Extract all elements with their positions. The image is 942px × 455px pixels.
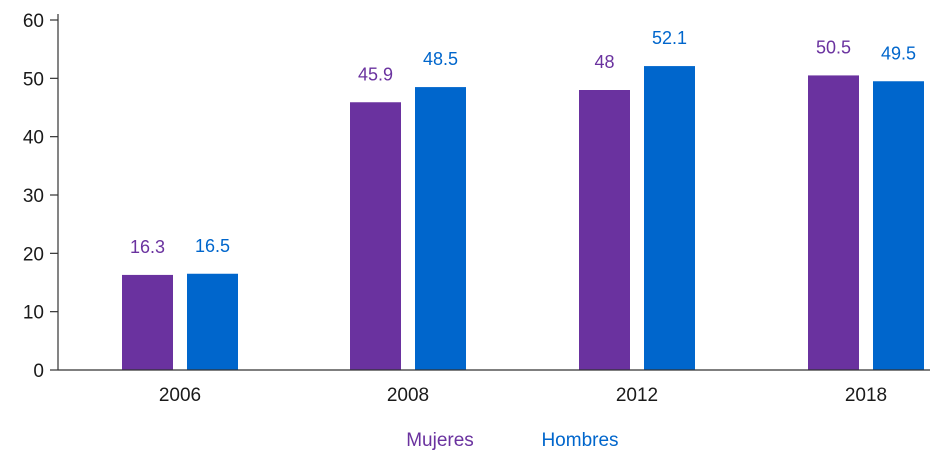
y-tick-label: 30: [23, 186, 44, 207]
legend-label-hombres: Hombres: [541, 430, 618, 450]
bar-hombres-2018: [873, 81, 924, 370]
data-label-hombres-2018: 49.5: [881, 43, 916, 63]
data-label-mujeres-2018: 50.5: [816, 37, 851, 57]
bar-mujeres-2018: [808, 75, 859, 371]
x-tick-label-2018: 2018: [845, 385, 887, 406]
bars: [122, 66, 924, 371]
data-label-mujeres-2012: 48: [594, 52, 614, 72]
y-tick-label: 60: [23, 11, 44, 32]
bar-mujeres-2006: [122, 274, 173, 370]
data-label-mujeres-2006: 16.3: [130, 237, 165, 257]
y-tick-label: 0: [33, 361, 44, 382]
x-axis: 2006 2008 2012 2018: [58, 369, 930, 406]
y-tick-label: 20: [23, 244, 44, 265]
data-label-hombres-2012: 52.1: [652, 28, 687, 48]
legend: Mujeres Hombres: [406, 430, 618, 451]
y-axis: 0 10 20 30 40 50 60: [23, 11, 59, 382]
legend-label-mujeres: Mujeres: [406, 430, 474, 450]
data-labels: 16.3 45.9 48 50.5 16.5 48.5 52.1 49.5: [130, 28, 916, 257]
data-label-mujeres-2008: 45.9: [358, 64, 393, 84]
data-label-hombres-2006: 16.5: [195, 236, 230, 256]
x-tick-label-2012: 2012: [616, 385, 658, 406]
y-tick-label: 50: [23, 69, 44, 90]
bar-hombres-2008: [415, 87, 466, 370]
bar-hombres-2012: [644, 66, 695, 370]
y-tick-label: 10: [23, 303, 44, 324]
bar-mujeres-2008: [350, 102, 401, 370]
x-tick-label-2008: 2008: [387, 385, 429, 406]
x-tick-label-2006: 2006: [159, 385, 201, 406]
data-label-hombres-2008: 48.5: [423, 49, 458, 69]
bar-mujeres-2012: [579, 90, 630, 370]
y-tick-label: 40: [23, 128, 44, 149]
bar-hombres-2006: [187, 273, 238, 370]
